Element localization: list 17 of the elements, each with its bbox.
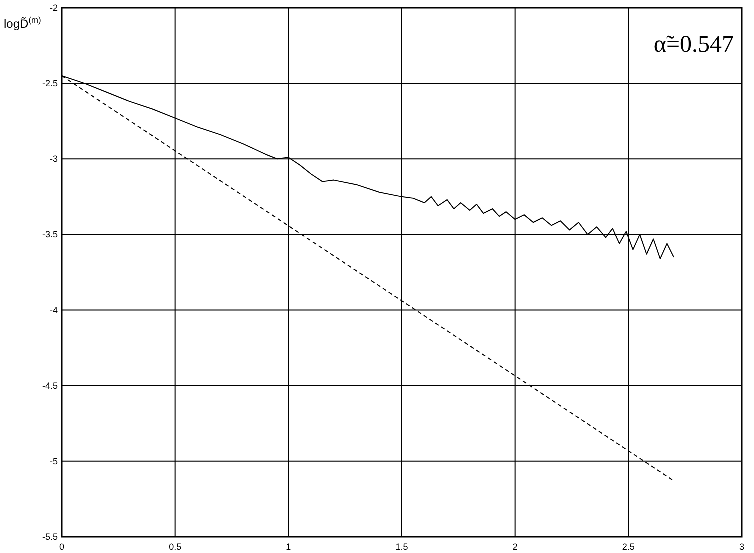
y-axis-title: logD̃$^{(m)}$ (4, 15, 42, 31)
y-tick-label: -4 (50, 305, 58, 316)
y-tick-label: -2.5 (42, 78, 58, 89)
y-tick-label: -5.5 (42, 532, 58, 542)
y-tick-label: -4.5 (42, 380, 58, 391)
y-tick-label: -3.5 (42, 230, 58, 240)
x-tick-label: 1.5 (396, 542, 408, 552)
x-tick-label: 0.5 (169, 542, 182, 552)
x-tick-label: 2.5 (622, 542, 635, 552)
annotation: α̃=0.547 (654, 32, 734, 58)
y-tick-label: -5 (50, 456, 58, 466)
y-tick-label: -2 (50, 3, 58, 13)
x-tick-label: 1 (286, 542, 292, 552)
y-tick-label: -3 (50, 154, 58, 164)
x-tick-label: 0 (59, 542, 65, 552)
x-tick-label: 3 (739, 542, 745, 552)
x-tick-label: 2 (512, 542, 518, 552)
